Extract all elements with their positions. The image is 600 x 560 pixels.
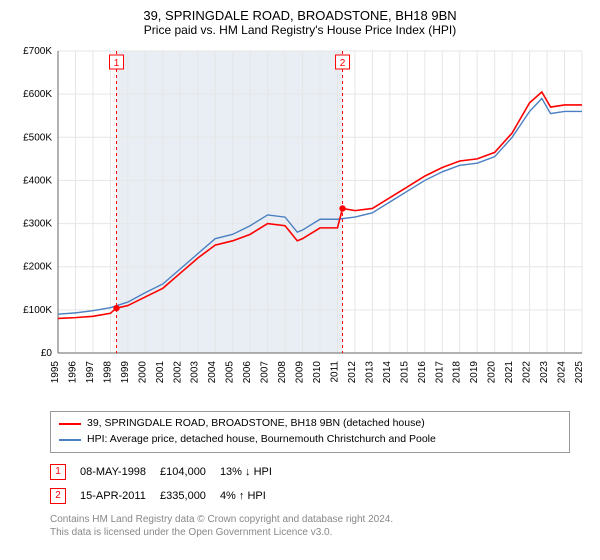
svg-text:2016: 2016 [417,361,428,384]
footnote-line1: Contains HM Land Registry data © Crown c… [50,514,393,525]
svg-text:2017: 2017 [434,361,445,384]
svg-text:2010: 2010 [312,361,323,384]
markers-table: 1 08-MAY-1998 £104,000 13% ↓ HPI 2 15-AP… [48,459,286,509]
svg-text:2001: 2001 [155,361,166,384]
marker-price-1: £104,000 [160,461,218,483]
svg-text:2006: 2006 [242,361,253,384]
svg-text:2022: 2022 [522,361,533,384]
svg-text:£100K: £100K [23,305,52,316]
svg-text:£200K: £200K [23,262,52,273]
svg-text:2025: 2025 [574,361,585,384]
chart-title-line2: Price paid vs. HM Land Registry's House … [10,23,590,37]
svg-text:2005: 2005 [225,361,236,384]
svg-text:2: 2 [340,58,346,69]
svg-text:1999: 1999 [120,361,131,384]
legend-swatch-2 [59,439,81,441]
svg-text:2014: 2014 [382,361,393,384]
svg-text:£600K: £600K [23,89,52,100]
svg-text:£400K: £400K [23,175,52,186]
legend-row-1: 39, SPRINGDALE ROAD, BROADSTONE, BH18 9B… [59,416,561,432]
svg-text:2011: 2011 [329,361,340,383]
svg-text:2021: 2021 [504,361,515,384]
marker-date-2: 15-APR-2011 [80,485,158,507]
footnote: Contains HM Land Registry data © Crown c… [50,513,570,539]
svg-text:2013: 2013 [364,361,375,384]
legend-swatch-1 [59,423,81,425]
svg-text:2020: 2020 [487,361,498,384]
svg-text:2003: 2003 [190,361,201,384]
footnote-line2: This data is licensed under the Open Gov… [50,527,332,538]
marker-date-1: 08-MAY-1998 [80,461,158,483]
svg-text:1997: 1997 [85,361,96,384]
marker-delta-2: 4% ↑ HPI [220,485,284,507]
svg-text:1: 1 [114,58,120,69]
svg-text:1998: 1998 [102,361,113,384]
svg-text:2024: 2024 [557,361,568,384]
svg-text:1996: 1996 [67,361,78,384]
svg-text:2000: 2000 [137,361,148,384]
svg-text:2007: 2007 [260,361,271,384]
svg-text:1995: 1995 [50,361,61,384]
chart-plot-area: £0 £100K £200K £300K £400K £500K £600K £700K 199… [10,43,590,403]
svg-text:2009: 2009 [295,361,306,384]
svg-text:2023: 2023 [539,361,550,384]
svg-text:2008: 2008 [277,361,288,384]
marker-badge-1: 1 [50,464,66,480]
svg-text:2015: 2015 [399,361,410,384]
marker-row-1: 1 08-MAY-1998 £104,000 13% ↓ HPI [50,461,284,483]
chart-container: 39, SPRINGDALE ROAD, BROADSTONE, BH18 9B… [0,0,600,560]
chart-title-line1: 39, SPRINGDALE ROAD, BROADSTONE, BH18 9B… [10,8,590,23]
chart-svg: £0 £100K £200K £300K £400K £500K £600K £700K 199… [10,43,590,403]
svg-text:2012: 2012 [347,361,358,384]
svg-text:2018: 2018 [452,361,463,384]
svg-text:2002: 2002 [172,361,183,384]
legend-box: 39, SPRINGDALE ROAD, BROADSTONE, BH18 9B… [50,411,570,453]
marker-delta-1: 13% ↓ HPI [220,461,284,483]
legend-row-2: HPI: Average price, detached house, Bour… [59,432,561,448]
legend-label-1: 39, SPRINGDALE ROAD, BROADSTONE, BH18 9B… [87,416,425,432]
svg-text:2019: 2019 [469,361,480,384]
svg-text:2004: 2004 [207,361,218,384]
marker-price-2: £335,000 [160,485,218,507]
svg-text:£0: £0 [41,348,53,359]
svg-text:£300K: £300K [23,219,52,230]
svg-text:£700K: £700K [23,46,52,57]
marker-row-2: 2 15-APR-2011 £335,000 4% ↑ HPI [50,485,284,507]
svg-text:£500K: £500K [23,132,52,143]
legend-label-2: HPI: Average price, detached house, Bour… [87,432,436,448]
marker-badge-2: 2 [50,488,66,504]
